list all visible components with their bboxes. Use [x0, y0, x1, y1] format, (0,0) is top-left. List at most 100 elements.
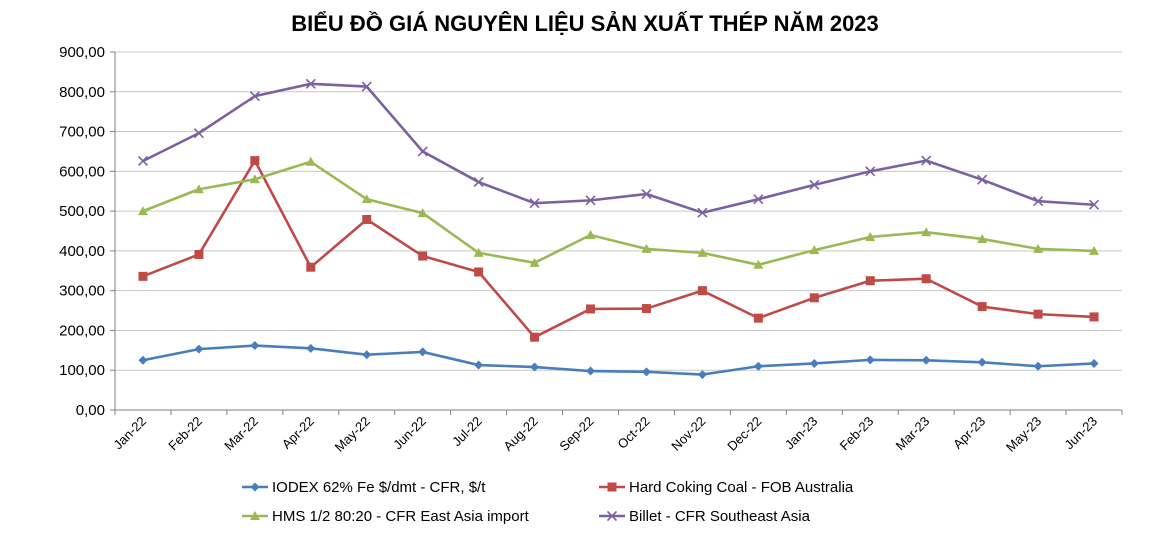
x-tick-label: Apr-23 [950, 414, 988, 452]
data-point [250, 341, 260, 351]
data-point [194, 344, 204, 354]
x-tick-label: Dec-22 [724, 414, 764, 454]
series-2 [138, 156, 1099, 342]
data-point [250, 482, 260, 492]
data-point [809, 245, 820, 255]
data-point [753, 194, 764, 205]
data-point [977, 233, 988, 243]
data-point [250, 156, 260, 166]
data-point [530, 332, 540, 342]
data-point [249, 174, 260, 184]
data-point [529, 257, 540, 267]
legend: IODEX 62% Fe $/dmt - CFR, $/t Hard Coking… [242, 479, 854, 525]
data-point [250, 511, 260, 520]
y-tick-label: 700,00 [59, 124, 105, 141]
legend-item: Billet - CFR Southeast Asia [599, 508, 811, 525]
data-point [473, 177, 484, 188]
data-point [1033, 309, 1043, 319]
legend-item: HMS 1/2 80:20 - CFR East Asia import [242, 508, 530, 525]
data-point [977, 174, 988, 185]
x-tick-label: May-22 [332, 414, 373, 455]
series-line [142, 160, 1095, 267]
data-point [809, 358, 819, 368]
data-point [249, 91, 260, 102]
x-tick-label: Feb-22 [165, 414, 205, 454]
data-point [809, 179, 820, 190]
data-point [606, 510, 618, 522]
data-point [921, 274, 931, 284]
legend-item: Hard Coking Coal - FOB Australia [599, 479, 854, 496]
data-point [586, 304, 596, 314]
y-tick-label: 500,00 [59, 203, 105, 220]
data-point [641, 243, 652, 253]
data-point [138, 355, 148, 365]
x-tick-label: Mar-22 [221, 414, 261, 454]
y-tick-label: 800,00 [59, 84, 105, 101]
y-tick-label: 0,00 [76, 402, 105, 419]
series-line [142, 82, 1095, 215]
legend-label: IODEX 62% Fe $/dmt - CFR, $/t [272, 479, 486, 496]
data-point [585, 195, 596, 206]
series-4 [137, 78, 1100, 218]
x-tick-label: Aug-22 [500, 414, 540, 454]
data-point [473, 247, 484, 257]
y-tick-label: 100,00 [59, 362, 105, 379]
chart-title: BIỂU ĐỒ GIÁ NGUYÊN LIỆU SẢN XUẤT THÉP NĂ… [291, 11, 879, 36]
data-point [753, 361, 763, 371]
x-tick-label: Jul-22 [449, 414, 485, 450]
legend-label: HMS 1/2 80:20 - CFR East Asia import [272, 508, 530, 525]
y-tick-label: 400,00 [59, 243, 105, 260]
x-tick-label: Apr-22 [279, 414, 317, 452]
data-point [1033, 361, 1043, 371]
data-point [193, 128, 204, 139]
data-point [194, 249, 204, 259]
data-point [865, 355, 875, 365]
data-point [697, 370, 707, 380]
data-point [1089, 245, 1100, 255]
y-tick-label: 600,00 [59, 163, 105, 180]
data-point [1033, 243, 1044, 253]
data-point [362, 214, 372, 224]
legend-label: Hard Coking Coal - FOB Australia [629, 479, 854, 496]
x-tick-label: Jan-23 [782, 414, 821, 453]
axes [110, 51, 1123, 415]
legend-label: Billet - CFR Southeast Asia [629, 508, 811, 525]
y-tick-label: 900,00 [59, 44, 105, 61]
data-point [1089, 312, 1099, 322]
y-tick-label: 200,00 [59, 322, 105, 339]
y-axis-tick-labels: 0,00 100,00 200,00 300,00 400,00 500,00 600,00… [59, 44, 105, 419]
y-tick-label: 300,00 [59, 283, 105, 300]
data-point [697, 286, 707, 296]
data-point [641, 304, 651, 314]
data-point [697, 247, 708, 257]
data-point [1088, 199, 1100, 210]
data-point [607, 482, 617, 492]
data-point [586, 366, 596, 376]
series-lines [137, 78, 1100, 380]
data-point [305, 156, 316, 166]
data-point [921, 355, 931, 365]
data-point [641, 367, 651, 377]
data-point [193, 184, 204, 194]
data-point [585, 229, 596, 239]
data-point [137, 155, 149, 167]
legend-item: IODEX 62% Fe $/dmt - CFR, $/t [242, 479, 486, 496]
x-tick-label: Jan-22 [110, 414, 149, 453]
x-tick-label: Feb-23 [837, 414, 877, 454]
data-point [137, 206, 148, 216]
data-point [809, 293, 819, 303]
data-point [362, 350, 372, 360]
series-line [142, 344, 1095, 376]
data-point [138, 271, 148, 281]
data-point [306, 262, 316, 272]
data-point [921, 227, 932, 237]
x-tick-label: Nov-22 [668, 414, 708, 454]
data-point [977, 357, 987, 367]
data-point [306, 343, 316, 353]
data-point [697, 207, 708, 218]
x-tick-label: May-23 [1003, 414, 1044, 455]
data-point [418, 347, 428, 357]
data-point [1089, 358, 1099, 368]
data-point [865, 231, 876, 241]
